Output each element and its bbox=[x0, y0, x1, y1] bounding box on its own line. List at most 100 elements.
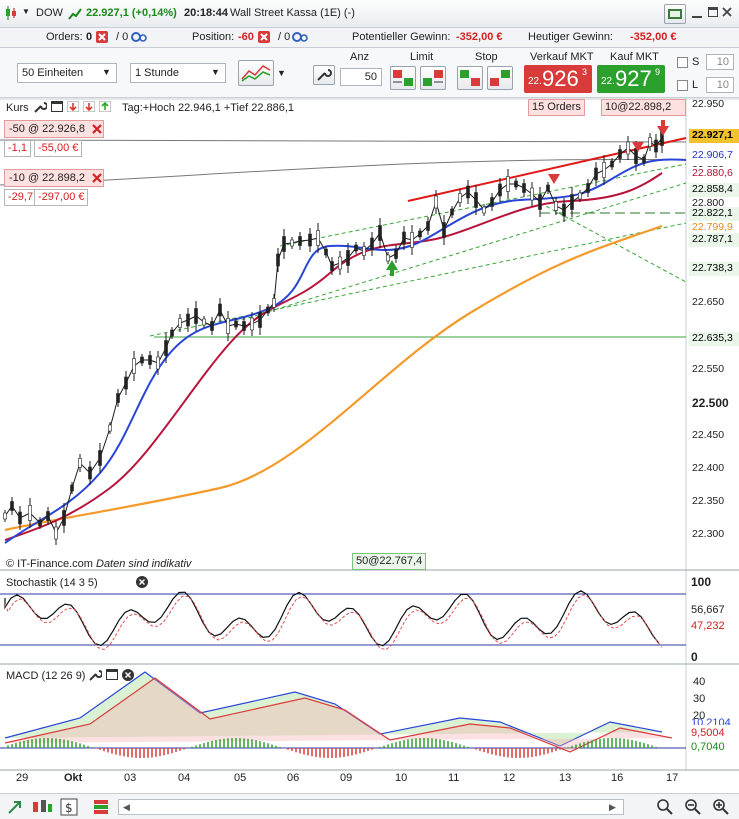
candle-body bbox=[506, 176, 510, 192]
candle-body bbox=[178, 318, 182, 328]
close-icon[interactable] bbox=[722, 7, 732, 17]
macd-wrench-icon[interactable] bbox=[88, 668, 103, 682]
scroll-left-icon[interactable]: ◀ bbox=[123, 802, 130, 812]
down-arrow-alt-icon[interactable] bbox=[82, 100, 96, 113]
anz-input[interactable]: 50 bbox=[340, 68, 382, 86]
chart-type-button[interactable] bbox=[238, 60, 274, 86]
candle-body bbox=[602, 162, 606, 178]
footer-order-badge[interactable]: 50@22.767,4 bbox=[352, 553, 427, 570]
maximize-icon[interactable] bbox=[708, 7, 718, 17]
period-select-value: 1 Stunde bbox=[135, 67, 180, 79]
close-position-1-icon[interactable] bbox=[91, 123, 103, 135]
symbol-name[interactable]: DOW bbox=[36, 7, 63, 19]
stop-sell-button[interactable] bbox=[487, 66, 513, 90]
tools-button[interactable] bbox=[313, 65, 335, 85]
candle-body bbox=[234, 320, 238, 328]
cancel-orders-icon[interactable] bbox=[96, 31, 108, 43]
trend-red bbox=[407, 137, 687, 202]
candle-body bbox=[116, 393, 120, 403]
macd-window-icon[interactable] bbox=[106, 669, 118, 680]
position-1-eur: -55,00 € bbox=[34, 140, 83, 157]
up-arrow-icon[interactable] bbox=[98, 100, 112, 113]
price-tick: 22.450 bbox=[692, 429, 725, 441]
l-input[interactable]: 10 bbox=[706, 77, 734, 93]
buy-market-button[interactable]: 22. 927 9 bbox=[597, 65, 665, 93]
down-arrow-icon[interactable] bbox=[66, 100, 80, 113]
close-position-icon[interactable] bbox=[258, 31, 270, 43]
price-tick: 22.950 bbox=[692, 98, 725, 110]
price-tick: 22.350 bbox=[692, 495, 725, 507]
zoom-in-icon[interactable] bbox=[712, 798, 730, 816]
candle-body bbox=[156, 356, 160, 370]
candles-tool-icon[interactable] bbox=[30, 798, 54, 816]
candle-body bbox=[276, 253, 280, 267]
time-tick: 09 bbox=[340, 772, 353, 784]
potential-gain-value: -352,00 € bbox=[456, 31, 503, 43]
time-axis: 29 Okt 03 04 05 06 09 10 11 12 13 16 17 bbox=[0, 770, 686, 786]
candle-body bbox=[290, 239, 294, 247]
candle-body bbox=[218, 303, 222, 317]
zoom-out-icon[interactable] bbox=[684, 798, 702, 816]
position-2-label: -10 @ 22.898,2 bbox=[9, 172, 85, 184]
clock-time: 20:18:44 bbox=[184, 7, 229, 19]
dropdown-arrow-icon[interactable]: ▼ bbox=[22, 7, 30, 16]
settings-icon[interactable] bbox=[131, 31, 147, 43]
position-1-label: -50 @ 22.926,8 bbox=[9, 123, 85, 135]
chart-type-dropdown-icon[interactable]: ▼ bbox=[277, 68, 286, 78]
order-badge-2[interactable]: 10@22.898,2 i26 bbox=[601, 99, 686, 116]
zoom-fit-icon[interactable] bbox=[656, 798, 674, 816]
candle-body bbox=[250, 317, 254, 331]
candle-body bbox=[466, 185, 470, 199]
candle-body bbox=[530, 187, 534, 201]
price-chart[interactable] bbox=[0, 98, 739, 798]
sell-marker bbox=[548, 174, 560, 184]
orders-value2: / 0 bbox=[116, 31, 129, 43]
close-position-2-icon[interactable] bbox=[91, 172, 103, 184]
candle-body bbox=[490, 197, 494, 207]
units-select[interactable]: 50 Einheiten ▼ bbox=[17, 63, 117, 83]
chevron-down-icon: ▼ bbox=[102, 67, 111, 77]
l-input-value: 10 bbox=[716, 79, 729, 91]
title-bar: ▼ DOW 22.927,1 (+0,14%) 20:18:44 Wall St… bbox=[0, 0, 739, 28]
price-level-label: 22.635,3 bbox=[689, 332, 739, 346]
time-tick: 13 bbox=[559, 772, 572, 784]
limit-buy-button[interactable] bbox=[390, 66, 416, 90]
period-select[interactable]: 1 Stunde ▼ bbox=[130, 63, 226, 83]
wrench-icon[interactable] bbox=[33, 100, 48, 114]
candle-body bbox=[554, 201, 558, 211]
limit-sell-button[interactable] bbox=[420, 66, 446, 90]
candle-body bbox=[410, 232, 414, 248]
s-checkbox[interactable] bbox=[677, 57, 688, 68]
position-tag-1[interactable]: -50 @ 22.926,8 bbox=[4, 120, 104, 138]
time-tick: 29 bbox=[16, 772, 29, 784]
price-tick: 22.400 bbox=[692, 462, 725, 474]
position-value2: / 0 bbox=[278, 31, 291, 43]
grid-tool-icon[interactable] bbox=[92, 798, 110, 816]
candle-body bbox=[108, 424, 112, 432]
stop-label: Stop bbox=[475, 51, 498, 63]
arrow-tool-icon[interactable] bbox=[6, 798, 24, 816]
position-settings-icon[interactable] bbox=[292, 31, 308, 43]
candle-body bbox=[482, 206, 486, 214]
account-icon[interactable] bbox=[664, 4, 686, 24]
macd-close-icon[interactable] bbox=[122, 669, 134, 681]
candle-body bbox=[210, 321, 214, 331]
candle-body bbox=[546, 184, 550, 192]
dollar-tool-icon[interactable]: $ bbox=[60, 798, 78, 816]
macd-val3: 0,7040 bbox=[691, 741, 725, 753]
l-checkbox[interactable] bbox=[677, 80, 688, 91]
sell-market-button[interactable]: 22. 926 3 bbox=[524, 65, 592, 93]
stop-buy-button[interactable] bbox=[457, 66, 483, 90]
orders-value: 0 bbox=[86, 31, 93, 43]
stochastic-close-icon[interactable] bbox=[136, 576, 148, 588]
window-icon[interactable] bbox=[51, 101, 63, 112]
position-tag-2[interactable]: -10 @ 22.898,2 bbox=[4, 169, 104, 187]
horizontal-scrollbar[interactable]: ◀ ▶ bbox=[118, 799, 624, 815]
candle-body bbox=[474, 192, 478, 208]
s-input[interactable]: 10 bbox=[706, 54, 734, 70]
scroll-right-icon[interactable]: ▶ bbox=[609, 802, 616, 812]
candle-body bbox=[338, 256, 342, 270]
minimize-icon[interactable] bbox=[692, 10, 702, 18]
macd-tick-40: 40 bbox=[693, 676, 706, 688]
orders-badge[interactable]: 15 Orders bbox=[528, 99, 585, 116]
